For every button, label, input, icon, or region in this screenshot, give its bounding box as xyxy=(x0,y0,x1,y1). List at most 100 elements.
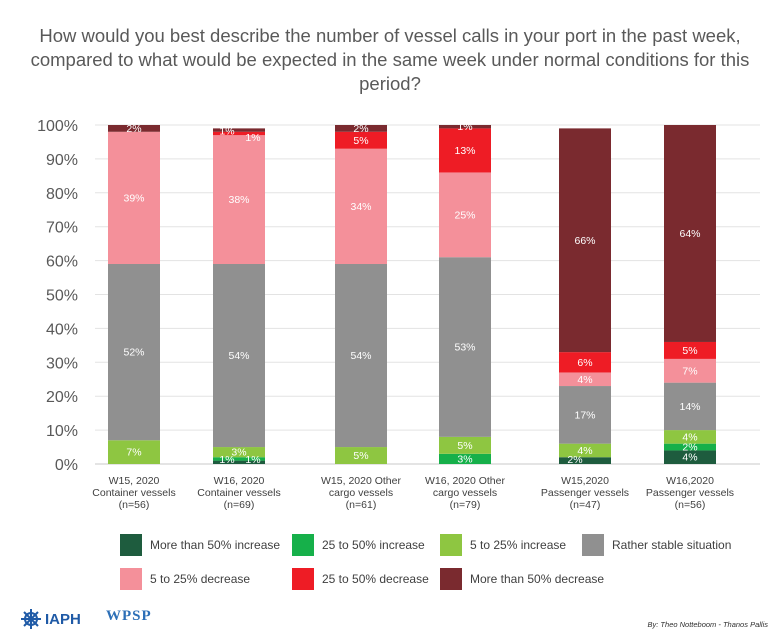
x-tick-label: W15, 2020 xyxy=(109,475,160,487)
segment-label: 4% xyxy=(682,431,697,443)
bar-segment xyxy=(664,430,716,444)
ship-wheel-icon xyxy=(21,609,41,629)
legend-swatch xyxy=(120,534,142,556)
wpsp-logo-text: WPSP xyxy=(106,608,152,624)
segment-label: 34% xyxy=(350,201,371,213)
iaph-logo: IAPH xyxy=(20,608,81,630)
segment-labels: 7%52%39%2%1% 1%3%54%38%1%1%5%54%34%5%2%3%… xyxy=(123,121,700,466)
x-tick-label: Container vessels xyxy=(197,487,280,499)
segment-label: 2% xyxy=(353,123,368,135)
bar-segment xyxy=(439,453,491,464)
bar-segment xyxy=(439,128,491,173)
segment-label: 1% xyxy=(219,125,234,137)
bar-segment xyxy=(664,450,716,464)
bar-segment xyxy=(664,443,716,451)
segment-label: 2% xyxy=(682,442,697,454)
x-tick-label: (n=56) xyxy=(119,499,150,511)
bar-segment xyxy=(439,257,491,437)
x-tick-label: (n=56) xyxy=(675,499,706,511)
segment-label: 52% xyxy=(123,347,144,359)
x-tick-label: Passenger vessels xyxy=(646,487,734,499)
legend-swatch xyxy=(120,568,142,590)
segment-label: 14% xyxy=(679,401,700,413)
legend-label: 5 to 25% increase xyxy=(470,538,567,552)
bar-segment xyxy=(664,358,716,383)
legend-label: Rather stable situation xyxy=(612,538,732,552)
x-tick-label: W16, 2020 xyxy=(214,475,265,487)
y-tick-label: 90% xyxy=(46,152,78,169)
legend-swatch xyxy=(582,534,604,556)
y-tick-label: 20% xyxy=(46,389,78,406)
segment-label: 1% xyxy=(245,132,260,144)
legend-swatch xyxy=(292,534,314,556)
x-tick-label: (n=79) xyxy=(450,499,481,511)
y-tick-label: 50% xyxy=(46,288,78,305)
legend-label: 25 to 50% decrease xyxy=(322,572,429,586)
segment-label: 4% xyxy=(682,452,697,464)
segment-label: 64% xyxy=(679,228,700,240)
segment-label: 6% xyxy=(577,357,592,369)
segment-label: 2% xyxy=(567,454,582,466)
bar-segment xyxy=(559,457,611,464)
segment-label: 5% xyxy=(353,135,368,147)
legend-item: More than 50% decrease xyxy=(440,568,604,590)
bar-segment xyxy=(108,440,160,464)
bar-segment xyxy=(559,372,611,387)
legend-swatch xyxy=(440,534,462,556)
bar-segment xyxy=(439,125,491,129)
legend-item: 25 to 50% decrease xyxy=(292,568,429,590)
segment-label: 54% xyxy=(228,350,249,362)
segment-label: 4% xyxy=(577,445,592,457)
bar-segment xyxy=(213,135,265,264)
stacked-bar-chart: 0% 10% 20% 30% 40% 50% 60% 70% 80% 90% 100% 7% 52% 3… xyxy=(37,118,760,511)
segment-label: 13% xyxy=(454,145,475,157)
x-tick-label: cargo vessels xyxy=(329,487,393,499)
legend-item: More than 50% increase xyxy=(120,534,280,556)
segment-label: 5% xyxy=(353,450,368,462)
segment-label: 17% xyxy=(574,409,595,421)
legend-item: 5 to 25% increase xyxy=(440,534,566,556)
bar-segment xyxy=(108,125,160,132)
bar-segment xyxy=(559,386,611,444)
y-tick-label: 40% xyxy=(46,321,78,338)
x-tick-label: cargo vessels xyxy=(433,487,497,499)
segment-label: 38% xyxy=(228,194,249,206)
legend-item: 5 to 25% decrease xyxy=(120,568,250,590)
bar-segment xyxy=(664,341,716,359)
bars xyxy=(108,125,716,464)
legend: More than 50% increase 25 to 50% increase… xyxy=(0,528,774,598)
bar-segment xyxy=(213,457,265,461)
segment-label: 7% xyxy=(126,447,141,459)
segment-label: 53% xyxy=(454,342,475,354)
iaph-logo-text: IAPH xyxy=(45,610,81,628)
y-gridlines xyxy=(95,124,760,465)
legend-label: 5 to 25% decrease xyxy=(150,572,251,586)
bar-segment xyxy=(335,263,387,448)
bar-segment xyxy=(335,148,387,264)
segment-label: 3% xyxy=(457,453,472,465)
segment-label: 39% xyxy=(123,192,144,204)
legend-label: More than 50% decrease xyxy=(470,572,605,586)
bar-segment xyxy=(335,447,387,464)
segment-label: 1% xyxy=(457,121,472,133)
x-tick-label: W16,2020 xyxy=(666,475,714,487)
x-tick-label: W15,2020 xyxy=(561,475,609,487)
x-tick-label: W15, 2020 Other xyxy=(321,475,401,487)
y-tick-label: 10% xyxy=(46,423,78,440)
author-credit: By: Theo Notteboom - Thanos Pallis xyxy=(647,620,768,629)
x-tick-label: (n=47) xyxy=(570,499,601,511)
bar-segment xyxy=(559,352,611,373)
bar-segment xyxy=(559,443,611,458)
bar-segment xyxy=(335,125,387,132)
bar-segment xyxy=(664,125,716,342)
legend-label: More than 50% increase xyxy=(150,538,281,552)
bar-segment xyxy=(108,263,160,441)
bar-segment xyxy=(335,131,387,149)
segment-label: 5% xyxy=(457,440,472,452)
legend-item: 25 to 50% increase xyxy=(292,534,425,556)
x-tick-label: Container vessels xyxy=(92,487,175,499)
x-tick-label: (n=61) xyxy=(346,499,377,511)
segment-label: 2% xyxy=(126,123,141,135)
legend-item: Rather stable situation xyxy=(582,534,731,556)
segment-label: 25% xyxy=(454,209,475,221)
